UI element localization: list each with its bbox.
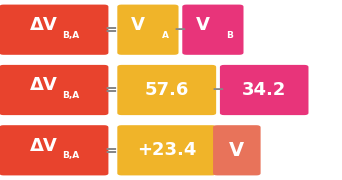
Text: =: =: [105, 143, 118, 158]
Text: A: A: [161, 31, 169, 40]
Text: ΔV: ΔV: [30, 76, 57, 94]
FancyBboxPatch shape: [0, 4, 108, 55]
Text: =: =: [105, 82, 118, 98]
Text: −: −: [173, 22, 186, 37]
FancyBboxPatch shape: [0, 65, 108, 115]
Text: =: =: [105, 22, 118, 37]
FancyBboxPatch shape: [182, 4, 244, 55]
Text: ΔV: ΔV: [30, 16, 57, 34]
Text: 34.2: 34.2: [242, 81, 286, 99]
FancyBboxPatch shape: [117, 4, 179, 55]
Text: 57.6: 57.6: [145, 81, 189, 99]
Text: B,A: B,A: [62, 91, 80, 100]
Text: −: −: [211, 82, 224, 98]
Text: V: V: [196, 16, 210, 34]
Text: B,A: B,A: [62, 31, 80, 40]
Text: +23.4: +23.4: [137, 141, 196, 159]
FancyBboxPatch shape: [0, 125, 108, 175]
Text: B,A: B,A: [62, 151, 80, 160]
FancyBboxPatch shape: [117, 125, 216, 175]
Text: V: V: [229, 141, 245, 160]
Text: B: B: [226, 31, 234, 40]
FancyBboxPatch shape: [220, 65, 308, 115]
FancyBboxPatch shape: [213, 125, 261, 175]
Text: V: V: [131, 16, 145, 34]
FancyBboxPatch shape: [117, 65, 216, 115]
Text: ΔV: ΔV: [30, 137, 57, 155]
